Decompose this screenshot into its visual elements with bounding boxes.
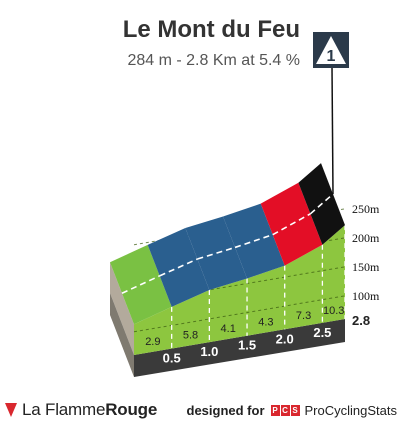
segment-band-2 [185, 216, 248, 291]
y-tick-150m: 150m [352, 260, 380, 274]
brand-prefix: La Flamme [22, 400, 106, 419]
x-end-label: 2.8 [352, 313, 370, 328]
brand-suffix: Rouge [105, 400, 158, 419]
pcs-name: ProCyclingStats [304, 403, 397, 418]
gradient-label-2: 4.1 [221, 323, 236, 335]
x-tick-1.5: 1.5 [238, 338, 256, 353]
pcs-logo-c: C [280, 405, 290, 416]
segment-centerline-4 [272, 213, 311, 236]
profile-front-face [134, 225, 345, 355]
y-tick-200m: 200m [352, 231, 380, 245]
summit-line [331, 66, 334, 195]
pcs-logo-s: S [290, 405, 300, 416]
segment-centerline-5 [309, 193, 334, 215]
summit-marker: 1 [313, 32, 349, 195]
profile-base-band [134, 319, 345, 377]
x-tick-1.0: 1.0 [200, 344, 218, 359]
elevation-profile-chart: 1 2.9 5.8 4.1 4.3 7.3 10.3 100m 150m 200m 250m 2.8… [110, 32, 380, 377]
mountain-category-icon [316, 36, 346, 64]
profile-top-bands [110, 163, 345, 325]
profile-side-wall-face [110, 262, 134, 355]
profile-grid [133, 208, 346, 349]
x-tick-2.5: 2.5 [313, 325, 331, 340]
pcs-credit[interactable]: designed for P C S ProCyclingStats [187, 403, 398, 418]
profile-side-wall [110, 262, 134, 355]
profile-base-side [110, 293, 134, 377]
profile-labels: 2.9 5.8 4.1 4.3 7.3 10.3 100m 150m 200m 250m 2.8 0.… [145, 202, 380, 366]
climb-summary: 284 m - 2.8 Km at 5.4 % [127, 52, 300, 69]
designed-for-label: designed for [186, 403, 265, 418]
gradient-label-5: 10.3 [323, 305, 344, 317]
segment-centerline-0 [121, 275, 161, 294]
gradient-label-4: 7.3 [296, 310, 311, 322]
flag-icon [5, 403, 17, 417]
footer: La FlammeRouge designed for P C S ProCyc… [0, 396, 405, 426]
pcs-logo-p: P [270, 405, 280, 416]
x-tick-2.0: 2.0 [276, 331, 294, 346]
gradient-label-3: 4.3 [258, 317, 273, 329]
profile-fill [134, 225, 345, 355]
profile-base [110, 293, 345, 377]
gradient-label-0: 2.9 [145, 336, 160, 348]
segment-centerline-1 [159, 258, 198, 277]
gradient-label-1: 5.8 [183, 329, 198, 341]
x-tick-0.5: 0.5 [163, 351, 181, 366]
segment-centerline-2 [197, 246, 236, 260]
segment-band-3 [223, 203, 285, 279]
y-tick-100m: 100m [352, 289, 380, 303]
category-number: 1 [327, 48, 336, 65]
page-title: Le Mont du Feu [122, 16, 300, 43]
la-flamme-rouge-logo[interactable]: La FlammeRouge [4, 400, 157, 420]
y-tick-250m: 250m [352, 202, 380, 216]
segment-centerline-3 [234, 233, 273, 249]
